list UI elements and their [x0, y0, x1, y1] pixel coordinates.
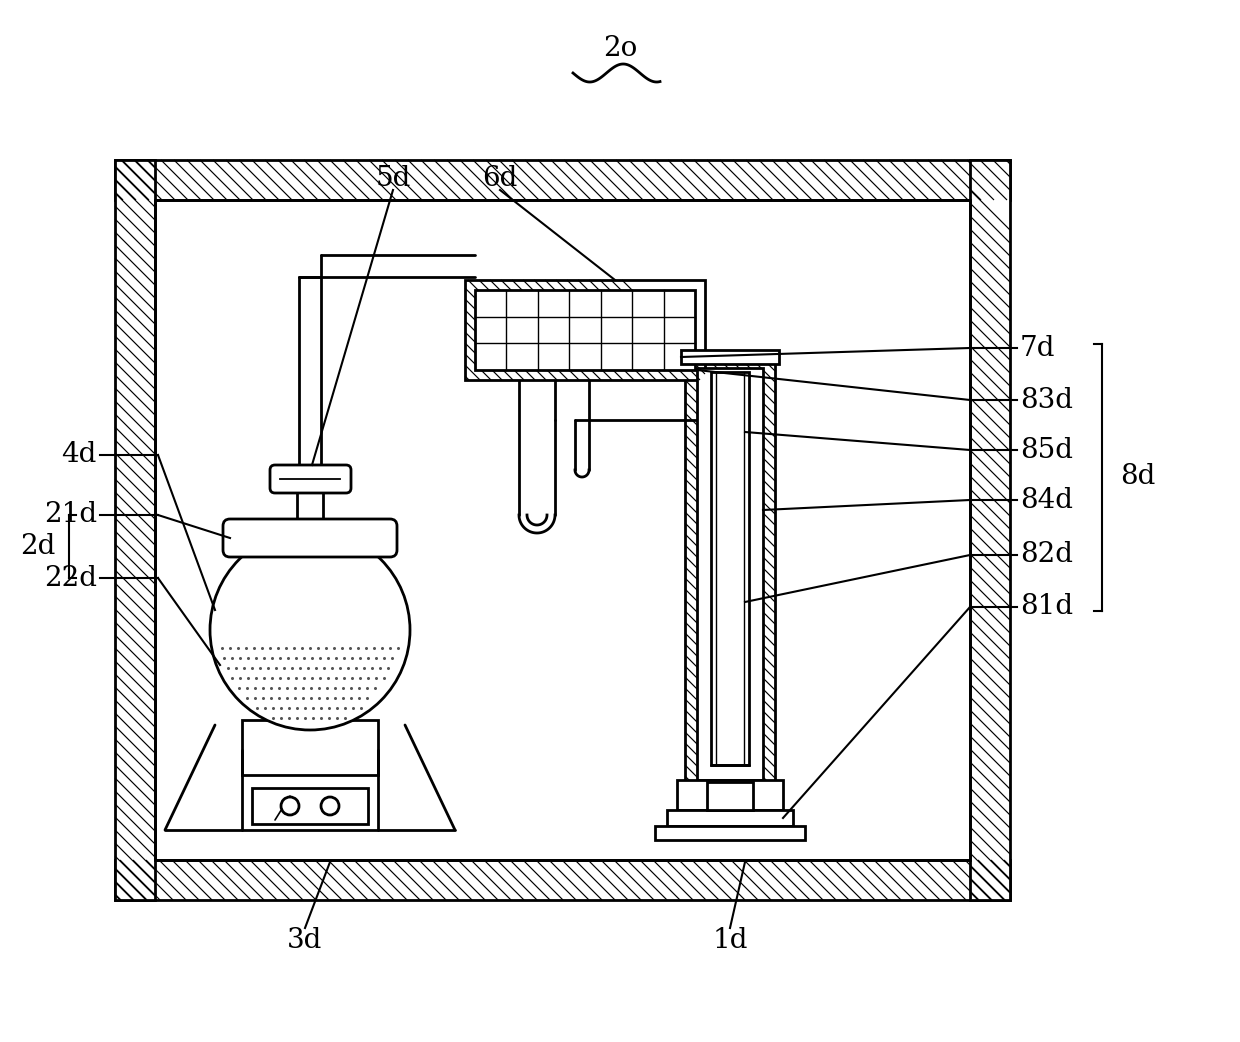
Bar: [465, 280, 706, 380]
Circle shape: [321, 797, 339, 815]
Bar: [697, 368, 763, 780]
Bar: [667, 810, 794, 826]
Text: 8d: 8d: [1120, 464, 1156, 491]
FancyBboxPatch shape: [223, 519, 397, 557]
Text: 22d: 22d: [43, 565, 97, 592]
Bar: [252, 788, 368, 824]
Circle shape: [210, 530, 410, 730]
Bar: [475, 290, 694, 370]
Text: 82d: 82d: [1021, 542, 1073, 569]
Text: 6d: 6d: [482, 165, 517, 192]
Text: 81d: 81d: [1021, 594, 1073, 620]
Bar: [155, 200, 970, 860]
Bar: [242, 720, 378, 775]
Text: 2o: 2o: [603, 34, 637, 61]
Text: 1d: 1d: [712, 926, 748, 953]
Text: 83d: 83d: [1021, 387, 1073, 414]
Text: 7d: 7d: [1021, 334, 1055, 362]
Bar: [707, 782, 753, 810]
Bar: [115, 860, 1011, 900]
Bar: [681, 350, 779, 364]
Bar: [655, 826, 805, 840]
Text: 5d: 5d: [376, 165, 410, 192]
FancyBboxPatch shape: [270, 465, 351, 493]
Bar: [677, 780, 782, 810]
Text: 2d: 2d: [20, 534, 55, 561]
Bar: [115, 160, 1011, 200]
Bar: [711, 372, 749, 765]
Bar: [155, 200, 970, 860]
Circle shape: [281, 797, 299, 815]
Text: 21d: 21d: [43, 501, 97, 528]
Text: 3d: 3d: [288, 926, 322, 953]
Text: 84d: 84d: [1021, 487, 1073, 514]
Bar: [970, 160, 1011, 900]
Bar: [115, 160, 155, 900]
Bar: [684, 359, 775, 790]
Text: 4d: 4d: [62, 442, 97, 469]
Text: 85d: 85d: [1021, 437, 1073, 464]
